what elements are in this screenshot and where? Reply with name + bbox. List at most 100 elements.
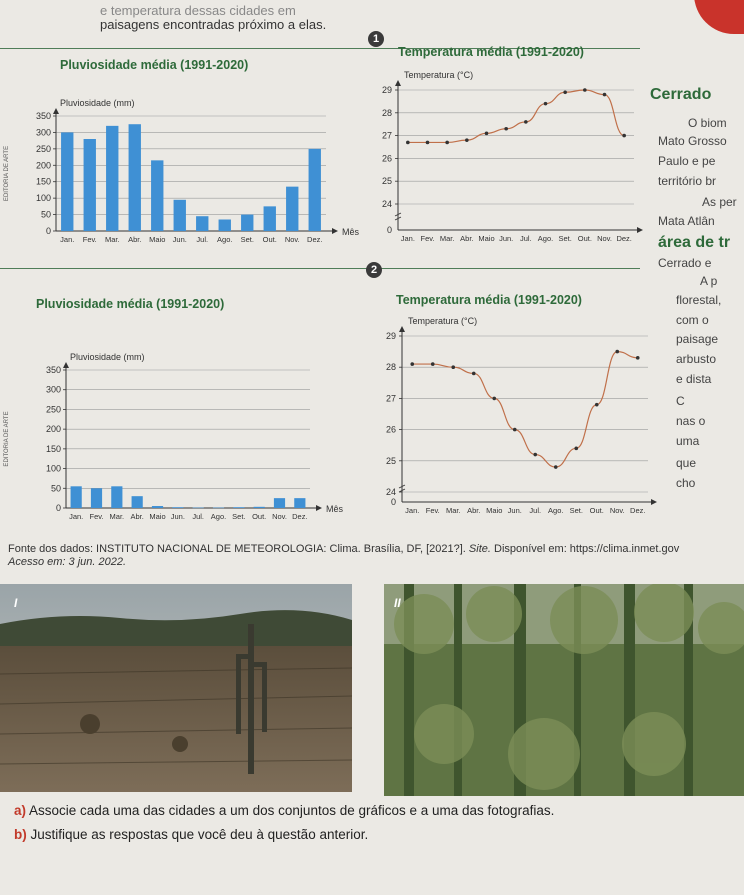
point-4 [465, 138, 469, 142]
bar-9 [233, 507, 245, 508]
forest-photo: II [384, 584, 744, 796]
side-text-line: cho [676, 476, 696, 490]
bar-11 [273, 498, 286, 508]
x-tick-label: Jan. [405, 506, 419, 515]
point-8 [543, 101, 548, 106]
side-text-line: florestal, [676, 293, 722, 307]
point-9 [563, 90, 567, 95]
source-line-1c: Disponível em: https://clima.inmet.gov [490, 543, 680, 555]
x-tick-label: Ago. [538, 234, 553, 243]
bar-4 [128, 124, 141, 231]
bar-10 [263, 206, 276, 231]
axis-break [398, 484, 406, 493]
y-tick-label: 350 [36, 111, 51, 121]
x-axis-label: Mês [342, 227, 360, 237]
x-tick-label: Ago. [217, 235, 232, 244]
intro-text: e temperatura dessas cidades em paisagen… [100, 4, 326, 32]
x-tick-label: Out. [590, 506, 604, 515]
bar-8 [218, 219, 231, 231]
x-tick-label: Abr. [467, 506, 480, 515]
bar-10 [253, 506, 265, 508]
y-tick-label: 0 [387, 225, 392, 235]
side-text-line: área de tr [658, 234, 731, 251]
y-tick-label: 27 [386, 393, 396, 403]
bar-1 [61, 132, 74, 231]
side-text-line: C [676, 394, 685, 408]
side-text-line: Mato Grosso [658, 134, 727, 148]
point-11 [602, 92, 607, 97]
x-tick-label: Set. [241, 235, 254, 244]
point-12 [635, 356, 640, 360]
side-text-line: e dista [676, 372, 712, 386]
x-tick-label: Set. [232, 512, 245, 521]
x-tick-label: Abr. [130, 512, 143, 521]
y-axis-arrow [399, 326, 405, 332]
x-tick-label: Nov. [272, 512, 287, 521]
y-tick-label: 50 [41, 210, 51, 220]
x-tick-label: Ago. [548, 506, 563, 515]
question-b-text: Justifique as respostas que você deu à q… [30, 827, 369, 842]
x-tick-label: Abr. [128, 235, 141, 244]
x-tick-label: Jun. [499, 234, 513, 243]
y-tick-label: 100 [36, 193, 51, 203]
y-axis-arrow [53, 108, 59, 114]
intro-line-1: e temperatura dessas cidades em [100, 3, 296, 18]
x-tick-label: Jun. [173, 235, 187, 244]
point-3 [451, 365, 456, 369]
bar-2 [83, 139, 96, 231]
watermark: EDITORIA DE ARTE [4, 146, 10, 201]
x-tick-label: Maio [149, 235, 165, 244]
y-tick-label: 27 [382, 131, 392, 141]
rain-chart-2-title: Pluviosidade média (1991-2020) [36, 297, 225, 311]
x-tick-label: Set. [570, 506, 583, 515]
point-10 [583, 88, 587, 92]
y-axis-arrow [395, 80, 401, 86]
source-line-1a: Fonte dos dados: INSTITUTO NACIONAL DE M… [8, 543, 469, 555]
side-text-line: Cerrado [650, 86, 712, 103]
x-tick-label: Dez. [630, 506, 645, 515]
x-tick-label: Out. [578, 234, 592, 243]
y-tick-label: 29 [382, 85, 392, 95]
x-tick-label: Jun. [508, 506, 522, 515]
temp-chart-2: Temperatura (°C) 024 25 26 27 28 29 Jan. Fev. Mar… [386, 316, 657, 515]
point-9 [574, 446, 579, 451]
x-tick-label: Mar. [110, 512, 125, 521]
y-axis-label: Temperatura (°C) [408, 316, 477, 326]
y-tick-label: 24 [386, 487, 396, 497]
side-text-line: território br [658, 174, 717, 188]
y-tick-label: 200 [36, 160, 51, 170]
y-tick-label: 150 [36, 177, 51, 187]
x-tick-label: Dez. [292, 512, 307, 521]
page-corner-decoration [694, 0, 744, 34]
y-tick-label: 250 [46, 404, 61, 414]
rain-chart-1: EDITORIA DE ARTE Pluviosidade (mm) 0 50 100 1… [4, 98, 360, 244]
x-tick-label: Jun. [171, 512, 185, 521]
point-3 [445, 140, 449, 145]
x-tick-label: Out. [263, 235, 277, 244]
x-tick-label: Maio [486, 506, 502, 515]
side-text-line: Mata Atlân [658, 214, 715, 228]
x-axis-arrow [332, 228, 338, 234]
side-text-line: nas o [676, 414, 706, 428]
y-axis-label: Temperatura (°C) [404, 70, 473, 80]
point-5 [492, 396, 497, 401]
side-text-line: O biom [688, 116, 727, 130]
x-tick-label: Jul. [196, 235, 208, 244]
y-tick-label: 26 [382, 153, 392, 163]
bar-12 [294, 498, 306, 508]
point-6 [512, 427, 517, 432]
point-12 [622, 133, 626, 138]
y-tick-label: 350 [46, 365, 61, 375]
side-text-line: arbusto [676, 352, 717, 366]
x-tick-label: Jul. [192, 512, 204, 521]
side-text-line: paisage [676, 332, 719, 346]
point-8 [553, 465, 558, 469]
photo-1-label: I [14, 596, 18, 610]
x-tick-label: Jul. [520, 234, 532, 243]
temp-chart-2-title: Temperatura média (1991-2020) [396, 293, 582, 307]
question-a-text: Associe cada uma das cidades a um dos co… [29, 803, 555, 818]
forest-picture [384, 584, 744, 796]
point-1 [410, 362, 415, 366]
x-axis-arrow [316, 505, 322, 511]
y-tick-label: 300 [36, 127, 51, 137]
